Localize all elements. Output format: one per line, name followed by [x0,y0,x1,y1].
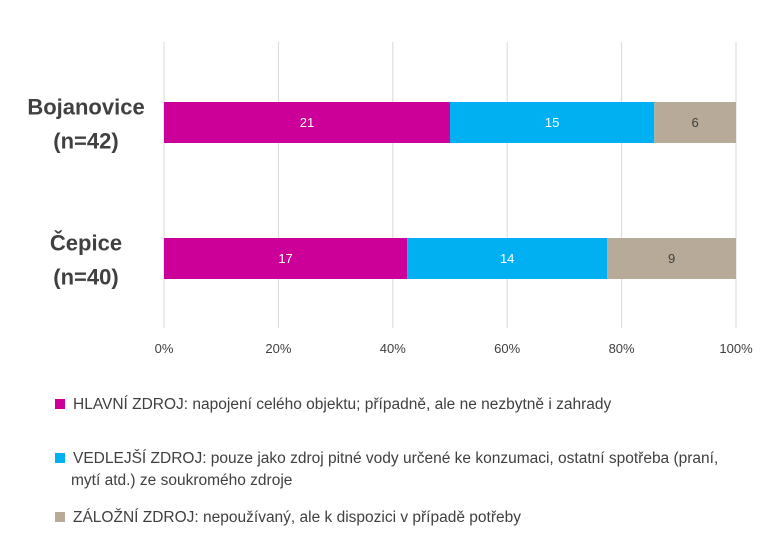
x-tick-label: 80% [609,341,635,356]
category-label: Bojanovice [27,95,144,120]
x-tick-label: 20% [265,341,291,356]
gridlines [163,42,737,328]
category-label: (n=40) [53,265,118,290]
bars: 21 15 6 17 14 9 [164,102,736,279]
legend-entry-label: VEDLEJŠÍ ZDROJ: pouze jako zdroj pitné v… [71,450,718,489]
bar-segment [164,102,450,143]
data-label: 15 [545,115,559,130]
legend-entry-label: HLAVNÍ ZDROJ: napojení celého objektu; p… [73,396,611,413]
legend-swatch [55,399,65,409]
legend-swatch [55,512,65,522]
legend-entry-label: ZÁLOŽNÍ ZDROJ: nepoužívaný, ale k dispoz… [73,509,521,526]
x-tick-label: 100% [719,341,753,356]
bar-segment [450,102,655,143]
bar-segment [607,238,736,279]
x-tick-label: 40% [380,341,406,356]
data-label: 21 [300,115,314,130]
x-tick-label: 0% [155,341,174,356]
category-label: Čepice [50,231,122,256]
data-label: 6 [692,115,699,130]
x-tick-label: 60% [494,341,520,356]
x-axis-tick-labels: 0% 20% 40% 60% 80% 100% [155,341,753,356]
data-label: 14 [500,251,514,266]
category-label: (n=42) [53,129,118,154]
bar-segment [164,238,408,279]
bar-segment [407,238,608,279]
legend-swatch [55,453,65,463]
data-label: 9 [668,251,675,266]
legend: HLAVNÍ ZDROJ: napojení celého objektu; p… [55,396,718,526]
data-label: 17 [278,251,292,266]
category-labels: Bojanovice (n=42) Čepice (n=40) [27,95,144,290]
bar-segment [654,102,736,143]
